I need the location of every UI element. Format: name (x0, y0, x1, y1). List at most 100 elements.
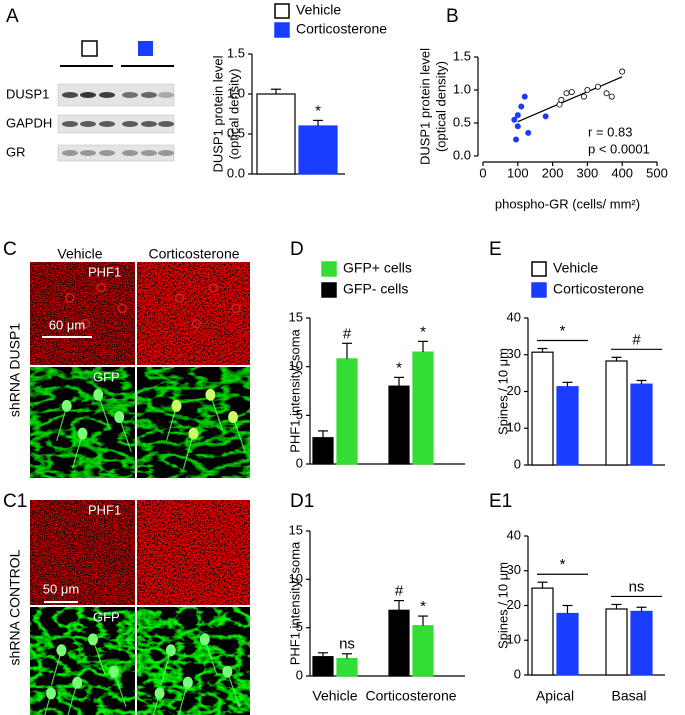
blot-band (99, 121, 115, 127)
legend-label: Corticosterone (296, 21, 387, 37)
dendrite (113, 671, 127, 707)
x-tick-label: 100 (507, 165, 529, 180)
y-tick-label: 0.0 (453, 147, 471, 162)
blot-band (141, 121, 157, 127)
phf1-cell (65, 293, 75, 303)
column-label: Corticosterone (148, 246, 239, 262)
y-tick-label: 0.0 (227, 165, 245, 180)
significance-label: * (420, 323, 426, 340)
group-marker (138, 41, 153, 56)
x-tick-label: 500 (646, 165, 668, 180)
cell-body (88, 633, 98, 646)
x-tick-label: Corticosterone (365, 688, 456, 704)
legend-label: Corticosterone (553, 281, 644, 297)
blot-band (80, 121, 96, 127)
phf1-cell (96, 283, 106, 293)
x-tick-label: 400 (611, 165, 633, 180)
dendrite (44, 693, 52, 715)
bar (388, 385, 410, 465)
blot-band (122, 92, 138, 98)
bar (605, 608, 628, 676)
phf1-cell (231, 303, 241, 314)
cell-body (182, 676, 193, 689)
dendrite (177, 682, 189, 715)
blot-band (141, 150, 157, 156)
y-tick-label: 1.5 (227, 45, 245, 60)
phf1-cell (174, 293, 185, 303)
bar (412, 625, 434, 677)
bar (531, 587, 554, 676)
y-tick-label: 5 (296, 407, 303, 422)
blot-strip (57, 83, 175, 107)
dendrite (71, 433, 84, 469)
cell-body (199, 633, 210, 646)
y-axis-label: DUSP1 protein level (417, 48, 432, 165)
point (619, 68, 626, 75)
significance-label: # (632, 331, 641, 348)
blot-label: DUSP1 (6, 86, 49, 101)
x-tick-label: 200 (542, 165, 564, 180)
stain-label: GFP (93, 609, 120, 624)
bar (556, 612, 579, 676)
y-tick-label: 0.5 (453, 114, 471, 129)
panel-label: D1 (290, 491, 314, 512)
micrograph-phf1 (137, 262, 250, 365)
micrograph-phf1 (30, 262, 135, 365)
cell-body (93, 388, 104, 401)
significance-label: * (560, 556, 566, 573)
bar (556, 386, 579, 466)
micrograph-gfp (137, 607, 250, 715)
bar (388, 609, 410, 677)
point (542, 113, 549, 120)
x-tick-label: Basal (611, 688, 646, 704)
significance-label: * (420, 598, 426, 615)
blot-band (99, 150, 115, 156)
y-axis-label: PHF1 intensity/ soma (287, 328, 302, 452)
y-tick-label: 10 (507, 632, 521, 647)
phf1-cell (208, 283, 219, 293)
y-axis-label: DUSP1 protein level (210, 55, 225, 172)
dendrite (50, 650, 63, 686)
blot-band (158, 92, 174, 98)
panel-label: A (6, 6, 19, 27)
point (525, 129, 532, 136)
group-marker (81, 40, 98, 57)
x-tick-label: 0 (479, 165, 486, 180)
legend-swatch (321, 282, 337, 298)
bar (298, 125, 338, 175)
point (594, 83, 601, 90)
bar (630, 610, 653, 676)
dendrite (152, 693, 161, 715)
y-tick-label: 10 (289, 571, 303, 586)
legend-label: GFP- cells (343, 281, 408, 297)
y-tick-label: 40 (507, 309, 521, 324)
stain-label: PHF1 (88, 264, 121, 279)
significance-label: * (560, 322, 566, 339)
y-tick-label: 40 (507, 527, 521, 542)
cell-body (171, 399, 182, 412)
annotation: r = 0.83 (588, 124, 632, 139)
y-tick-label: 0 (296, 667, 303, 682)
y-axis-label: (optical density) (226, 68, 241, 159)
significance-label: ns (339, 636, 355, 653)
legend-label: Vehicle (296, 2, 341, 18)
panel-label: E1 (489, 491, 512, 512)
dendrite (160, 650, 172, 686)
point (513, 136, 520, 143)
blot-band (62, 121, 78, 127)
y-axis-label: Spines / 10 μm (495, 348, 510, 435)
y-tick-label: 0 (514, 666, 521, 681)
cell-body (188, 427, 199, 440)
dendrite (204, 639, 218, 675)
significance-label: * (315, 102, 321, 119)
column-label: Vehicle (57, 246, 102, 262)
y-tick-label: 15 (289, 309, 303, 324)
blot-strip (57, 144, 175, 162)
condition-label: shRNA CONTROL (7, 549, 23, 665)
y-tick-label: 0 (514, 456, 521, 471)
stain-label: PHF1 (88, 502, 121, 517)
bar (336, 657, 358, 677)
legend-swatch (321, 261, 337, 277)
point (584, 87, 591, 94)
